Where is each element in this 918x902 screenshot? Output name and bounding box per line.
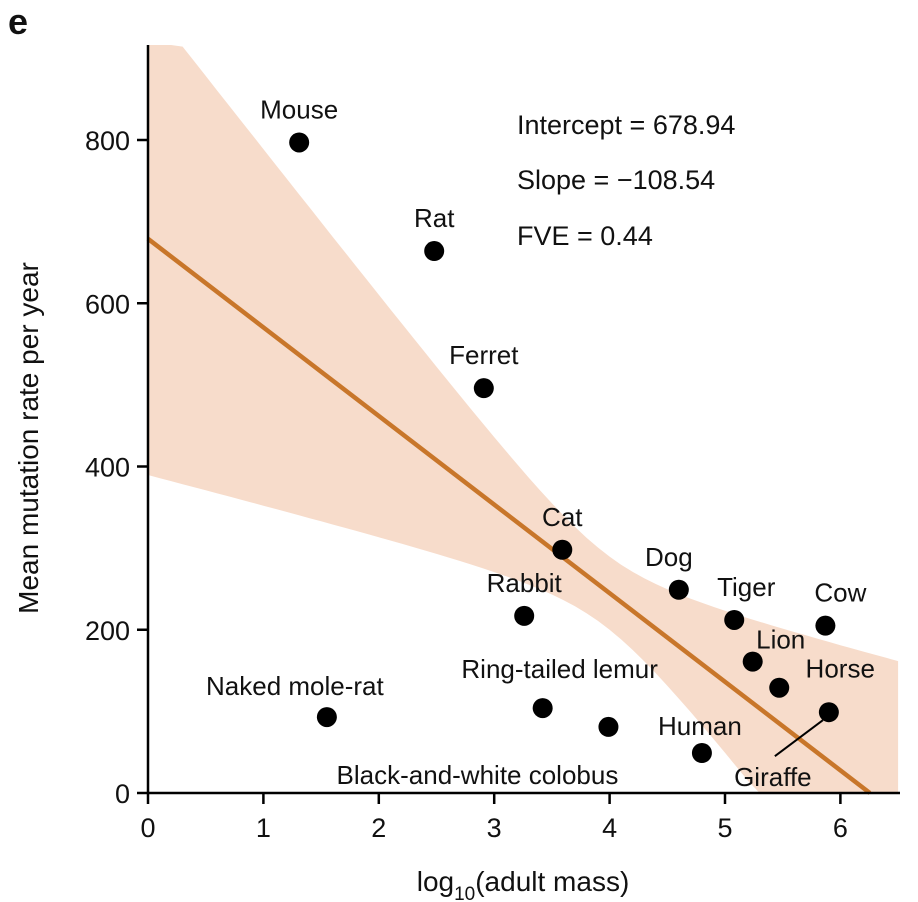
y-tick-label: 800 <box>85 126 130 156</box>
data-point <box>473 378 494 399</box>
data-point <box>769 677 790 698</box>
y-tick-label: 0 <box>115 779 130 809</box>
data-point-label: Rabbit <box>487 568 563 598</box>
data-point <box>532 698 553 719</box>
x-ticks: 0 1 2 3 4 5 6 <box>140 793 848 843</box>
data-point <box>668 579 689 600</box>
y-tick-label: 600 <box>85 289 130 319</box>
x-tick-label: 2 <box>371 813 386 843</box>
data-point-label: Giraffe <box>734 762 812 792</box>
data-point-label: Dog <box>645 542 693 572</box>
data-point <box>742 651 763 672</box>
data-point <box>818 702 839 723</box>
data-point-label: Tiger <box>717 572 776 602</box>
data-point-label: Ring-tailed lemur <box>461 654 658 684</box>
y-tick-label: 400 <box>85 453 130 483</box>
data-point-label: Cat <box>542 502 583 532</box>
fve-annotation: FVE = 0.44 <box>517 221 653 251</box>
data-point <box>424 241 445 262</box>
x-axis-title: log10(adult mass) <box>417 866 630 902</box>
data-point-label: Ferret <box>449 340 519 370</box>
x-axis-title-rest: (adult mass) <box>475 866 629 897</box>
x-axis-title-sub: 10 <box>454 884 475 902</box>
slope-annotation: Slope = −108.54 <box>517 165 715 195</box>
y-axis-title: Mean mutation rate per year <box>13 262 44 614</box>
data-point <box>724 609 745 630</box>
giraffe-leader-line <box>774 719 824 757</box>
data-point-label: Lion <box>756 625 805 655</box>
data-point-label: Cow <box>814 578 866 608</box>
data-point <box>598 716 619 737</box>
x-tick-label: 1 <box>256 813 271 843</box>
data-point-label: Naked mole-rat <box>206 671 385 701</box>
x-tick-label: 4 <box>602 813 617 843</box>
x-tick-label: 5 <box>717 813 732 843</box>
confidence-band <box>148 45 899 793</box>
x-tick-label: 3 <box>487 813 502 843</box>
data-point-label: Human <box>658 711 742 741</box>
x-tick-label: 6 <box>833 813 848 843</box>
data-point-label: Rat <box>414 203 455 233</box>
data-point <box>289 132 310 153</box>
data-point-label: Mouse <box>260 94 338 124</box>
leader-line <box>774 719 824 757</box>
panel-label: e <box>8 1 28 42</box>
data-point <box>815 615 836 636</box>
data-point <box>552 539 573 560</box>
x-axis-title-main: log <box>417 866 454 897</box>
y-tick-label: 200 <box>85 616 130 646</box>
data-point <box>691 743 712 764</box>
fit-line <box>146 237 872 795</box>
data-point-label: Black-and-white colobus <box>337 760 619 790</box>
data-points <box>289 132 839 764</box>
data-point <box>514 605 535 626</box>
data-point-labels: Mouse Rat Ferret Cat Dog Rabbit Tiger Cow LionHo… <box>206 94 875 792</box>
x-tick-label: 0 <box>140 813 155 843</box>
data-point <box>316 707 337 728</box>
y-ticks: 0 200 400 600 800 <box>85 126 148 809</box>
data-point-label: Horse <box>806 654 875 684</box>
intercept-annotation: Intercept = 678.94 <box>517 110 735 140</box>
